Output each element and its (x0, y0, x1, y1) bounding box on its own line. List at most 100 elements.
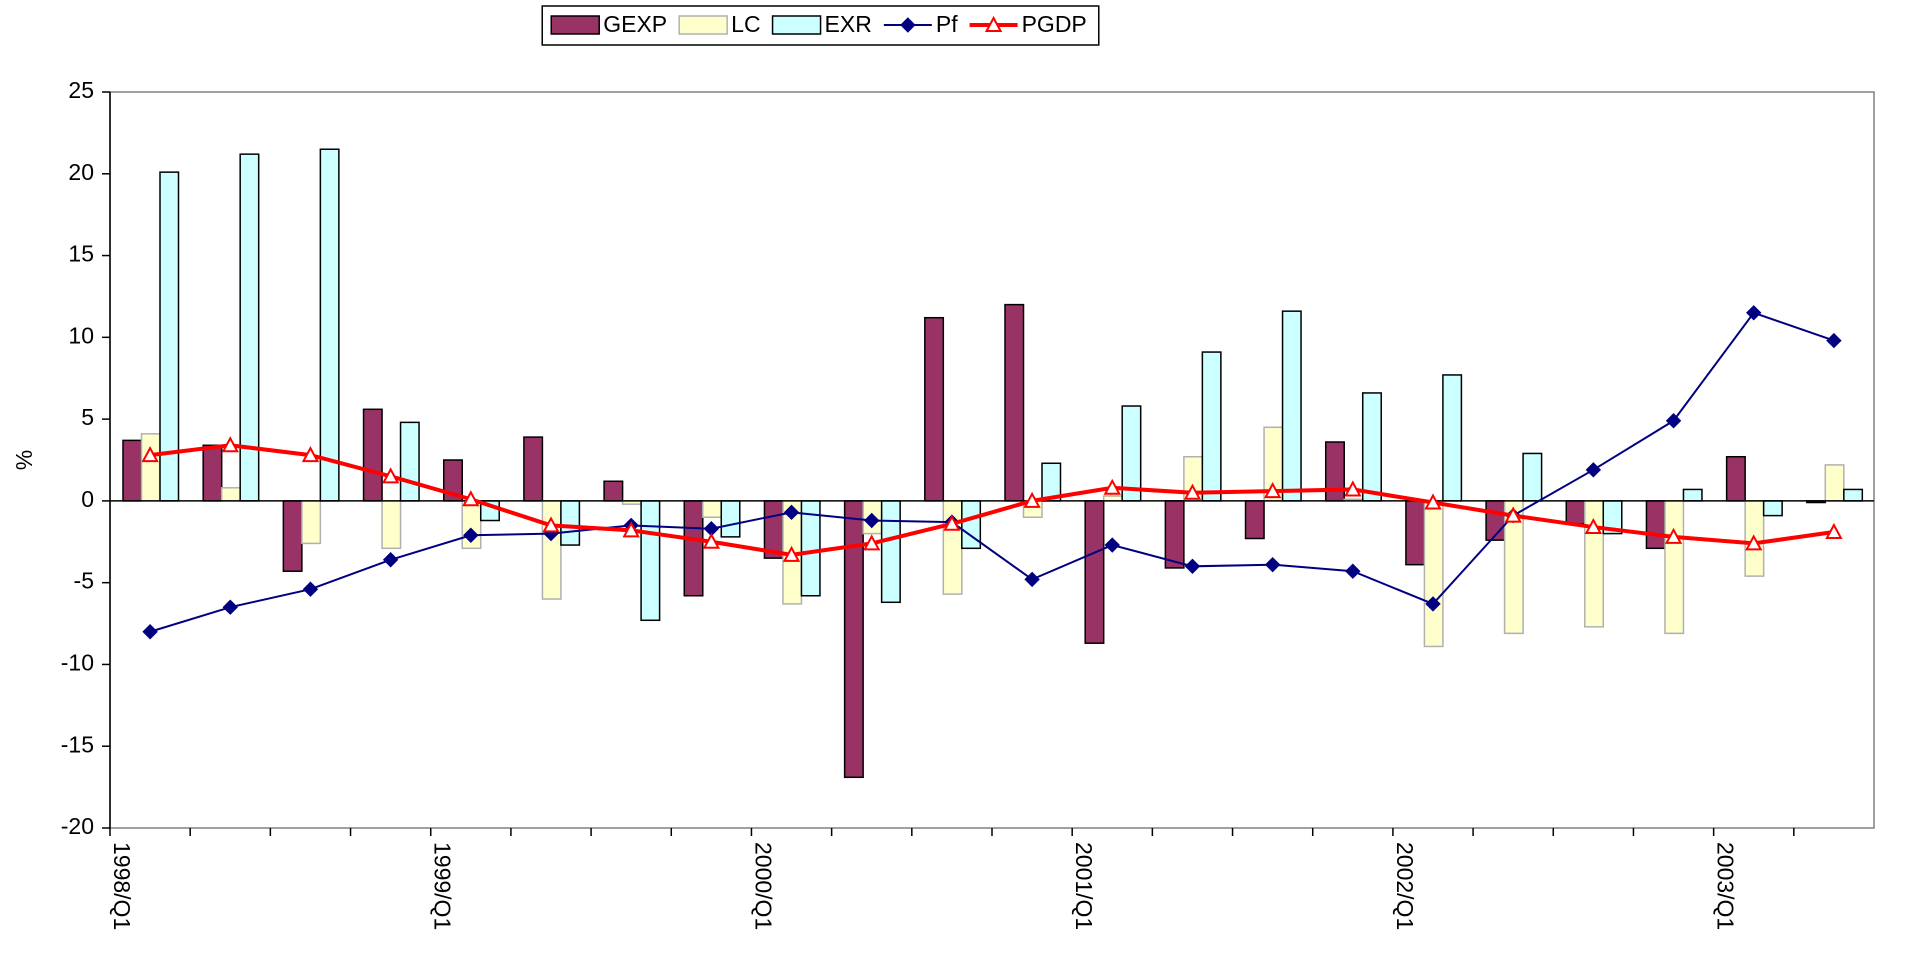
marker (1826, 332, 1842, 349)
y-tick-label: 10 (68, 322, 94, 348)
bar (301, 500, 322, 545)
marker (1504, 506, 1522, 523)
y-axis-label: % (11, 450, 37, 470)
marker (1264, 556, 1281, 573)
bar (603, 480, 624, 502)
marker (221, 436, 239, 453)
bar (1843, 488, 1864, 502)
y-tick-label: -5 (74, 568, 94, 594)
legend-swatch (771, 15, 822, 35)
bar (362, 408, 383, 502)
marker (1425, 596, 1441, 612)
bar (640, 500, 661, 622)
bar (319, 148, 340, 502)
bar (1442, 374, 1463, 502)
y-tick-label: 20 (68, 159, 94, 185)
legend-marker (984, 15, 1003, 32)
marker (1183, 483, 1202, 500)
legend-label: GEXP (603, 11, 667, 37)
marker (1345, 563, 1361, 579)
bar (924, 316, 945, 502)
marker (1664, 527, 1683, 544)
bar (702, 500, 723, 518)
bar (1084, 500, 1105, 644)
bar (720, 500, 741, 538)
bar (1824, 464, 1845, 502)
bar (880, 500, 901, 604)
y-tick-label: 25 (68, 77, 94, 103)
y-tick-label: -20 (61, 813, 94, 839)
legend-swatch (550, 15, 600, 35)
x-tick-label: 2003/Q1 (1713, 842, 1739, 930)
marker (1585, 462, 1602, 478)
y-tick-label: 5 (81, 404, 94, 430)
bar (1725, 455, 1746, 502)
bar (683, 500, 704, 597)
marker (222, 599, 238, 615)
y-tick-label: -10 (61, 650, 94, 676)
marker (463, 527, 479, 543)
marker (702, 532, 721, 549)
x-tick-label: 2002/Q1 (1392, 842, 1418, 930)
bar (1405, 500, 1426, 566)
bar (1201, 351, 1222, 502)
marker (864, 512, 880, 529)
marker (1023, 491, 1041, 508)
bar (1244, 500, 1265, 540)
marker (301, 445, 320, 463)
marker (1104, 537, 1120, 553)
bar (1423, 500, 1444, 648)
bar (1281, 310, 1302, 502)
bar (1324, 441, 1345, 502)
bar (541, 500, 562, 600)
y-tick-label: 15 (68, 241, 94, 267)
bar (1645, 500, 1666, 550)
marker (1024, 571, 1040, 588)
y-tick-label: -15 (61, 731, 94, 757)
marker (783, 504, 800, 521)
bar (560, 500, 581, 546)
bar (140, 433, 161, 502)
bar (1762, 500, 1783, 517)
bar (1565, 500, 1586, 525)
legend: GEXP LC EXR Pf PGDP (541, 5, 1100, 46)
x-tick-label: 1998/Q1 (109, 842, 135, 930)
marker (1746, 305, 1762, 321)
marker (381, 467, 400, 484)
marker (462, 490, 480, 507)
marker (1745, 534, 1763, 551)
series-line (149, 443, 1835, 557)
marker (943, 514, 961, 531)
legend-swatch (678, 15, 728, 35)
x-tick-label: 2000/Q1 (750, 842, 776, 930)
marker (1103, 478, 1121, 495)
marker (863, 534, 881, 551)
bar (220, 487, 241, 502)
marker (1344, 480, 1362, 497)
marker (1825, 522, 1843, 539)
bar (1522, 452, 1543, 502)
marker (1263, 481, 1282, 499)
legend-marker (900, 17, 916, 33)
bar (381, 500, 402, 550)
bar (1682, 488, 1703, 502)
x-tick-label: 2001/Q1 (1071, 842, 1097, 930)
marker (1584, 517, 1603, 535)
bar (843, 500, 864, 779)
series-line (149, 311, 1835, 633)
marker (1184, 558, 1201, 575)
x-tick-label: 1999/Q1 (430, 842, 456, 930)
legend-label: PGDP (1022, 11, 1087, 37)
legend-label: EXR (825, 11, 872, 37)
legend-label: Pf (936, 11, 958, 37)
marker (542, 516, 560, 533)
bar (122, 439, 143, 502)
marker (141, 445, 159, 463)
bar (202, 444, 223, 502)
bar (1004, 303, 1025, 502)
marker (1665, 413, 1682, 429)
bar (399, 421, 420, 502)
bar (282, 500, 303, 572)
